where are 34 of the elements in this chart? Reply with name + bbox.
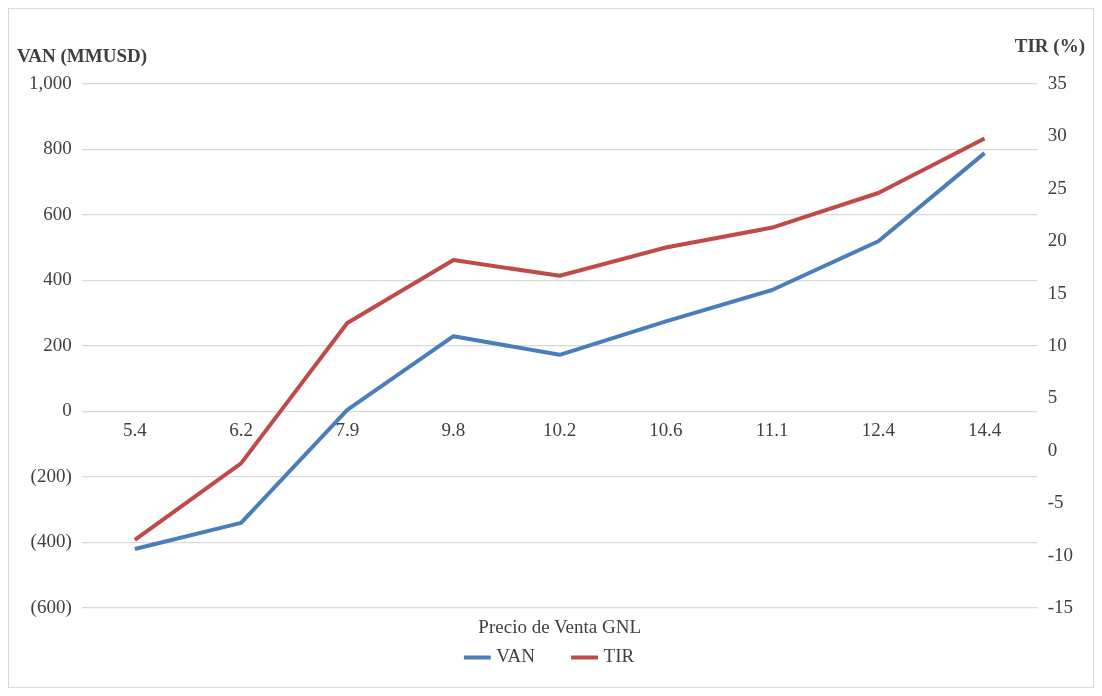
x-tick-label: 5.4: [122, 418, 148, 440]
y-tick-label: (200): [30, 464, 72, 487]
y2-tick-label: -10: [1047, 543, 1073, 565]
y-tick-label: 0: [62, 399, 72, 421]
y-tick-label: 800: [43, 137, 72, 159]
x-tick-label: 6.2: [229, 418, 253, 440]
x-tick-label: 10.2: [543, 418, 577, 440]
y2-tick-label: 10: [1047, 333, 1067, 355]
y2-tick-label: -5: [1047, 491, 1064, 513]
x-tick-label: 9.8: [441, 418, 466, 440]
y2-tick-label: 0: [1047, 438, 1058, 460]
y-tick-label: 600: [43, 202, 72, 224]
x-tick-label: 7.9: [335, 418, 360, 440]
legend-label: TIR: [603, 645, 635, 667]
y2-axis-title: TIR (%): [1014, 34, 1085, 57]
x-tick-label: 14.4: [967, 418, 1002, 440]
legend-label: VAN: [496, 645, 536, 667]
y2-tick-label: 30: [1047, 124, 1067, 146]
x-tick-label: 11.1: [755, 418, 789, 440]
y2-tick-label: 5: [1047, 386, 1058, 408]
y2-tick-label: -15: [1047, 595, 1073, 617]
y2-tick-label: 25: [1047, 176, 1067, 198]
x-axis-title: Precio de Venta GNL: [478, 615, 642, 637]
y-tick-label: (400): [30, 530, 72, 553]
y-tick-label: 1,000: [29, 71, 72, 93]
y2-tick-label: 35: [1047, 71, 1067, 93]
y2-tick-label: 20: [1047, 229, 1067, 251]
x-tick-label: 10.6: [649, 418, 683, 440]
x-tick-label: 12.4: [861, 418, 896, 440]
y-tick-label: 200: [43, 333, 72, 355]
y-tick-label: (600): [30, 595, 72, 618]
y-axis-title: VAN (MMUSD): [17, 44, 147, 67]
y-tick-label: 400: [43, 268, 72, 290]
y2-tick-label: 15: [1047, 281, 1067, 303]
